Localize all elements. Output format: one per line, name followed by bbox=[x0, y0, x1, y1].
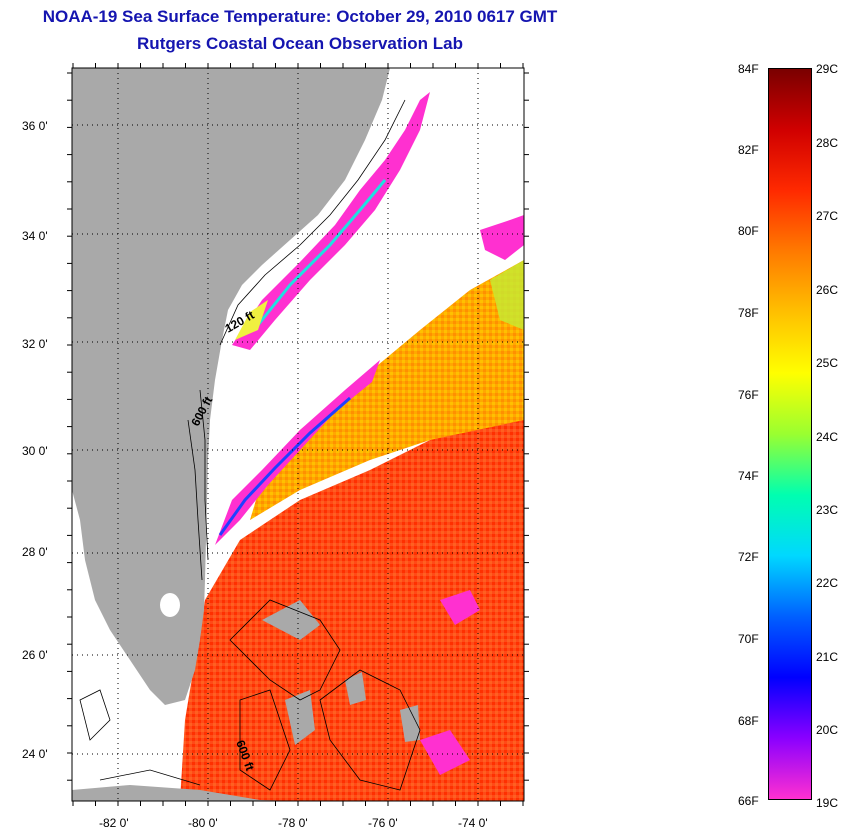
lat-label-24: 24 0' bbox=[22, 747, 48, 761]
land-bahamas-1 bbox=[262, 600, 320, 640]
colorbar-label-66f: 66F bbox=[738, 794, 759, 808]
map-subtitle: Rutgers Coastal Ocean Observation Lab bbox=[137, 34, 463, 53]
lon-label-80: -80 0' bbox=[188, 816, 218, 830]
sst-warm-region bbox=[180, 410, 524, 801]
sst-shelf-cyan bbox=[256, 179, 387, 326]
colorbar-label-82f: 82F bbox=[738, 143, 759, 157]
colorbar-label-19c: 19C bbox=[816, 796, 839, 810]
lat-label-26: 26 0' bbox=[22, 648, 48, 662]
colorbar-label-80f: 80F bbox=[738, 224, 759, 238]
colorbar-label-23c: 23C bbox=[816, 503, 839, 517]
lat-label-32: 32 0' bbox=[22, 337, 48, 351]
colorbar-label-72f: 72F bbox=[738, 550, 759, 564]
sst-mid-region bbox=[250, 260, 524, 520]
sst-shelf-filament bbox=[232, 92, 430, 350]
land-bahamas-4 bbox=[400, 705, 420, 742]
colorbar-label-20c: 20C bbox=[816, 723, 839, 737]
colorbar-label-21c: 21C bbox=[816, 650, 839, 664]
sst-shelf-yellow bbox=[235, 300, 268, 340]
lat-label-34: 34 0' bbox=[22, 229, 48, 243]
lon-label-74: -74 0' bbox=[458, 816, 488, 830]
temperature-colorbar bbox=[768, 68, 812, 800]
sst-south-patch bbox=[440, 590, 480, 625]
colorbar-label-70f: 70F bbox=[738, 632, 759, 646]
colorbar-label-78f: 78F bbox=[738, 306, 759, 320]
colorbar-label-74f: 74F bbox=[738, 469, 759, 483]
map-title: NOAA-19 Sea Surface Temperature: October… bbox=[42, 7, 558, 26]
lon-label-76: -76 0' bbox=[368, 816, 398, 830]
lat-label-30: 30 0' bbox=[22, 444, 48, 458]
colorbar-label-22c: 22C bbox=[816, 576, 839, 590]
sst-green-region bbox=[490, 260, 524, 330]
lon-label-78: -78 0' bbox=[278, 816, 308, 830]
colorbar-label-28c: 28C bbox=[816, 136, 839, 150]
colorbar-label-24c: 24C bbox=[816, 430, 839, 444]
colorbar-label-27c: 27C bbox=[816, 209, 839, 223]
land-bahamas-2 bbox=[285, 690, 315, 745]
lake-okeechobee bbox=[160, 593, 180, 617]
axis-ticks bbox=[67, 63, 529, 806]
colorbar-label-84f: 84F bbox=[738, 62, 759, 76]
sst-south-patch-2 bbox=[420, 730, 470, 775]
land-us-southeast bbox=[72, 68, 390, 705]
colorbar-label-76f: 76F bbox=[738, 388, 759, 402]
land-bahamas-3 bbox=[345, 672, 366, 705]
graticule bbox=[72, 68, 524, 801]
sst-cool-front-blue bbox=[218, 396, 351, 536]
colorbar-label-26c: 26C bbox=[816, 283, 839, 297]
bathymetry-contours bbox=[79, 99, 421, 791]
sst-east-patch bbox=[480, 215, 524, 260]
colorbar-label-29c: 29C bbox=[816, 62, 839, 76]
land-cuba bbox=[72, 785, 300, 801]
colorbar-label-68f: 68F bbox=[738, 714, 759, 728]
colorbar-label-25c: 25C bbox=[816, 356, 839, 370]
lat-label-36: 36 0' bbox=[22, 119, 48, 133]
lon-label-82: -82 0' bbox=[99, 816, 129, 830]
lat-label-28: 28 0' bbox=[22, 545, 48, 559]
